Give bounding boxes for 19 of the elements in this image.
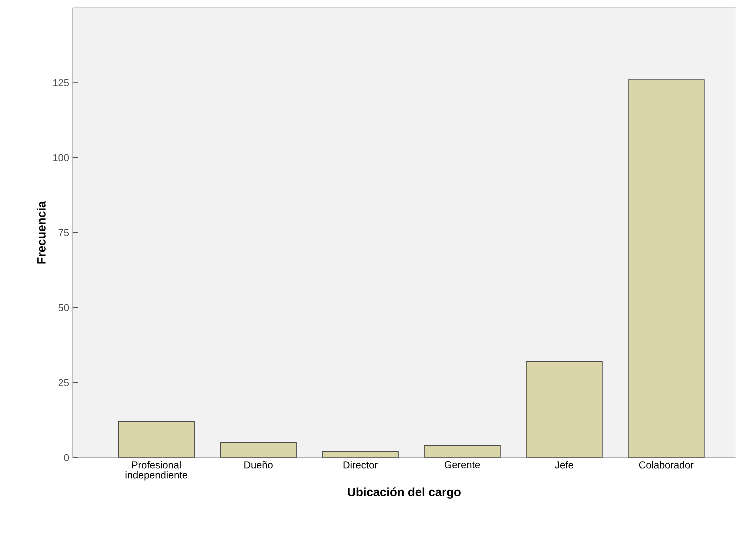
y-tick-label: 75 (58, 230, 70, 236)
x-tick-label: Gerente (444, 461, 480, 469)
x-tick-label: Dueño (244, 461, 273, 469)
x-axis-title: Ubicación del cargo (348, 488, 461, 499)
bar (118, 422, 195, 458)
y-tick-label: 25 (58, 379, 70, 387)
bar (628, 80, 705, 458)
bar (424, 446, 500, 458)
y-tick-label: 100 (54, 154, 70, 162)
y-axis-title: Frecuencia (37, 201, 46, 264)
bar (526, 362, 603, 458)
y-tick-label: 0 (64, 454, 70, 462)
x-tick-label: Profesional independiente (126, 461, 188, 481)
y-tick-label: 125 (54, 80, 70, 87)
x-tick-label: Director (344, 461, 378, 469)
x-tick-label: Colaborador (639, 461, 694, 469)
bar (220, 442, 297, 458)
x-tick-label: Jefe (555, 461, 574, 469)
y-tick-label: 50 (58, 304, 70, 312)
